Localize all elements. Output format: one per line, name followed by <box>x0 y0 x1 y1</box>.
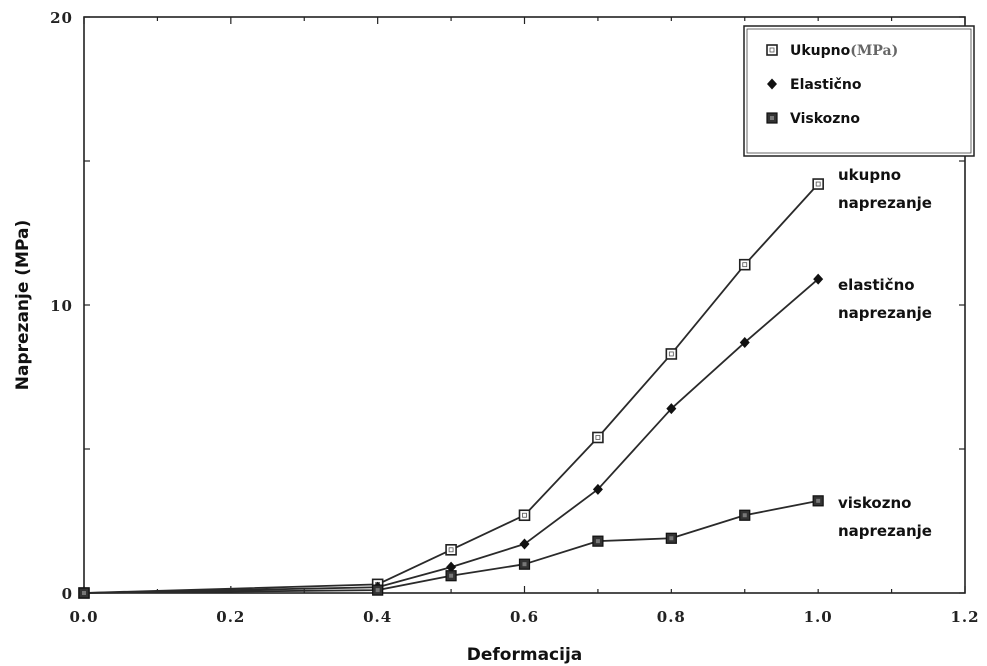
y-tick-label: 10 <box>50 297 73 315</box>
x-tick-label: 1.2 <box>950 608 979 626</box>
curve-annotations: ukupno naprezanje elastično naprezanje v… <box>838 166 932 540</box>
annotation-ukupno: ukupno naprezanje <box>838 166 932 212</box>
x-tick-label: 0.6 <box>510 608 539 626</box>
x-tick-label: 0.8 <box>657 608 686 626</box>
legend: Ukupno(MPa) Elastično Viskozno <box>743 25 975 157</box>
legend-label: Elastično <box>790 77 862 93</box>
data-point <box>739 336 750 348</box>
series-line <box>83 278 819 594</box>
annotation-viskozno-line1: viskozno <box>838 494 911 512</box>
data-point <box>592 431 604 444</box>
legend-marker <box>766 44 778 56</box>
series-viskozno <box>78 495 824 599</box>
data-point <box>666 403 677 415</box>
x-tick-label: 0.0 <box>69 608 98 626</box>
y-tick-labels: 0 10 20 <box>50 9 73 603</box>
x-tick-label: 1.0 <box>804 608 833 626</box>
x-tick-label: 0.2 <box>216 608 245 626</box>
y-tick-label: 0 <box>62 585 73 603</box>
annotation-elasticno-line2: naprezanje <box>838 304 932 322</box>
data-point <box>519 538 530 550</box>
x-tick-labels: 0.0 0.2 0.4 0.6 0.8 1.0 1.2 <box>69 608 979 626</box>
series-elastično <box>79 273 824 599</box>
annotation-viskozno: viskozno naprezanje <box>838 494 932 540</box>
annotation-ukupno-line1: ukupno <box>838 166 901 184</box>
legend-label: Ukupno(MPa) <box>790 43 898 59</box>
x-axis-title: Deformacija <box>467 645 583 665</box>
x-tick-label: 0.4 <box>363 608 392 626</box>
annotation-viskozno-line2: naprezanje <box>838 522 932 540</box>
data-point <box>518 509 531 522</box>
y-axis-title: Naprezanje (MPa) <box>13 220 33 390</box>
data-point <box>592 483 603 495</box>
annotation-elasticno-line1: elastično <box>838 276 915 294</box>
data-point <box>738 258 751 271</box>
data-point <box>813 273 824 285</box>
annotation-elasticno: elastično naprezanje <box>838 276 932 322</box>
series-line <box>83 183 819 594</box>
data-point <box>446 561 457 573</box>
y-tick-label: 20 <box>50 9 73 27</box>
legend-entry-ukupno: Ukupno(MPa) <box>766 43 898 59</box>
series-ukupno <box>78 178 824 599</box>
data-point <box>445 543 457 556</box>
data-point <box>665 348 678 360</box>
legend-label: Viskozno <box>790 111 860 127</box>
legend-entry-viskozno: Viskozno <box>766 111 860 127</box>
series-line <box>83 499 819 594</box>
data-point <box>812 178 824 190</box>
annotation-ukupno-line2: naprezanje <box>838 194 932 212</box>
legend-box <box>743 25 975 157</box>
series-layer <box>78 178 824 599</box>
axis-ticks <box>83 16 966 594</box>
legend-marker <box>767 78 777 90</box>
legend-entry-elastično: Elastično <box>767 77 862 93</box>
plot-frame <box>83 16 966 594</box>
